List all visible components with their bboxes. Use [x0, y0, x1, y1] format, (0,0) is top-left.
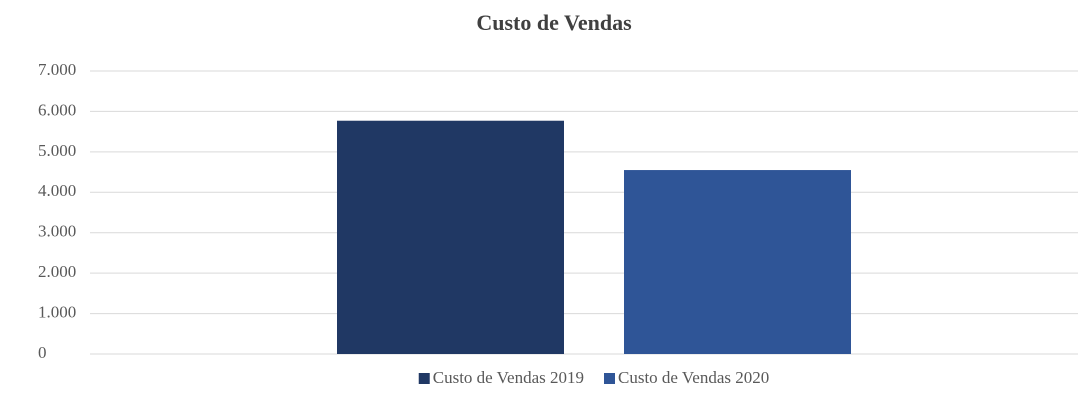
y-tick-label: 5.000 [38, 141, 76, 160]
y-tick-label: 4.000 [38, 181, 76, 200]
legend-swatch [604, 373, 615, 384]
bar [624, 170, 851, 354]
y-tick-label: 7.000 [38, 60, 76, 79]
y-tick-label: 2.000 [38, 262, 76, 281]
y-tick-label: 6.000 [38, 100, 76, 119]
y-tick-label: 3.000 [38, 222, 76, 241]
legend-label: Custo de Vendas 2020 [618, 368, 769, 387]
chart-title: Custo de Vendas [476, 10, 632, 35]
bar [337, 120, 564, 354]
legend-label: Custo de Vendas 2019 [433, 368, 584, 387]
y-tick-label: 0 [38, 343, 47, 362]
y-tick-label: 1.000 [38, 302, 76, 321]
legend-swatch [418, 373, 430, 384]
